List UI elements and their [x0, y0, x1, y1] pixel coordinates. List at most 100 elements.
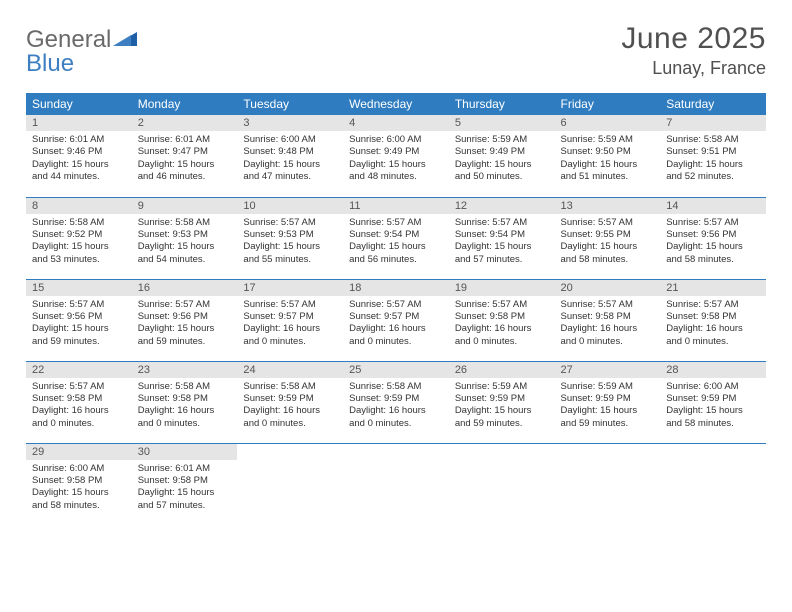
day-sunrise: Sunrise: 6:01 AM — [32, 134, 126, 146]
calendar-cell: 5Sunrise: 5:59 AMSunset: 9:49 PMDaylight… — [449, 115, 555, 197]
day-number: 4 — [343, 115, 449, 131]
day-daylight: Daylight: 15 hours and 53 minutes. — [32, 241, 126, 266]
day-sunset: Sunset: 9:59 PM — [243, 393, 337, 405]
calendar-table: Sunday Monday Tuesday Wednesday Thursday… — [26, 93, 766, 525]
calendar-cell: 9Sunrise: 5:58 AMSunset: 9:53 PMDaylight… — [132, 197, 238, 279]
day-body: Sunrise: 5:57 AMSunset: 9:54 PMDaylight:… — [449, 214, 555, 270]
day-number: 20 — [555, 280, 661, 296]
day-daylight: Daylight: 15 hours and 55 minutes. — [243, 241, 337, 266]
calendar-row: 15Sunrise: 5:57 AMSunset: 9:56 PMDayligh… — [26, 279, 766, 361]
day-sunset: Sunset: 9:58 PM — [32, 475, 126, 487]
weekday-row: Sunday Monday Tuesday Wednesday Thursday… — [26, 93, 766, 115]
calendar-cell — [237, 443, 343, 525]
calendar-cell: 10Sunrise: 5:57 AMSunset: 9:53 PMDayligh… — [237, 197, 343, 279]
weekday-header: Tuesday — [237, 93, 343, 115]
day-sunset: Sunset: 9:58 PM — [561, 311, 655, 323]
day-daylight: Daylight: 16 hours and 0 minutes. — [349, 323, 443, 348]
day-sunrise: Sunrise: 6:00 AM — [243, 134, 337, 146]
calendar-cell: 13Sunrise: 5:57 AMSunset: 9:55 PMDayligh… — [555, 197, 661, 279]
day-number: 23 — [132, 362, 238, 378]
header: General Blue June 2025 Lunay, France — [26, 22, 766, 79]
day-sunrise: Sunrise: 6:00 AM — [32, 463, 126, 475]
day-number: 14 — [660, 198, 766, 214]
calendar-cell: 25Sunrise: 5:58 AMSunset: 9:59 PMDayligh… — [343, 361, 449, 443]
day-sunrise: Sunrise: 5:57 AM — [666, 217, 760, 229]
day-sunset: Sunset: 9:56 PM — [666, 229, 760, 241]
day-daylight: Daylight: 15 hours and 47 minutes. — [243, 159, 337, 184]
day-sunset: Sunset: 9:52 PM — [32, 229, 126, 241]
calendar-cell: 14 Sunrise: 5:57 AMSunset: 9:56 PMDayligh… — [660, 197, 766, 279]
day-body: Sunrise: 5:57 AMSunset: 9:53 PMDaylight:… — [237, 214, 343, 270]
day-body: Sunrise: 5:58 AMSunset: 9:59 PMDaylight:… — [343, 378, 449, 434]
day-sunrise: Sunrise: 5:57 AM — [561, 299, 655, 311]
day-sunset: Sunset: 9:49 PM — [349, 146, 443, 158]
day-body: Sunrise: 6:01 AMSunset: 9:46 PMDaylight:… — [26, 131, 132, 187]
day-number: 17 — [237, 280, 343, 296]
calendar-cell: 26Sunrise: 5:59 AMSunset: 9:59 PMDayligh… — [449, 361, 555, 443]
day-sunset: Sunset: 9:48 PM — [243, 146, 337, 158]
day-number: 22 — [26, 362, 132, 378]
day-sunrise: Sunrise: 5:58 AM — [138, 217, 232, 229]
day-sunset: Sunset: 9:51 PM — [666, 146, 760, 158]
day-body: Sunrise: 5:57 AMSunset: 9:57 PMDaylight:… — [343, 296, 449, 352]
day-daylight: Daylight: 15 hours and 59 minutes. — [455, 405, 549, 430]
day-number: 7 — [660, 115, 766, 131]
logo-text: General Blue — [26, 28, 111, 76]
day-number: 10 — [237, 198, 343, 214]
day-body: Sunrise: 5:58 AMSunset: 9:58 PMDaylight:… — [132, 378, 238, 434]
day-number: 30 — [132, 444, 238, 460]
calendar-cell: 7Sunrise: 5:58 AMSunset: 9:51 PMDaylight… — [660, 115, 766, 197]
logo-triangle-icon — [113, 30, 139, 50]
day-sunrise: Sunrise: 5:58 AM — [349, 381, 443, 393]
day-body: Sunrise: 5:58 AMSunset: 9:52 PMDaylight:… — [26, 214, 132, 270]
day-daylight: Daylight: 16 hours and 0 minutes. — [243, 323, 337, 348]
calendar-cell — [660, 443, 766, 525]
day-body: Sunrise: 5:57 AMSunset: 9:56 PMDaylight:… — [26, 296, 132, 352]
day-body: Sunrise: 5:57 AMSunset: 9:56 PMDaylight:… — [132, 296, 238, 352]
day-body: Sunrise: 5:58 AMSunset: 9:59 PMDaylight:… — [237, 378, 343, 434]
day-body: Sunrise: 5:57 AMSunset: 9:58 PMDaylight:… — [555, 296, 661, 352]
day-sunset: Sunset: 9:59 PM — [561, 393, 655, 405]
day-number: 28 — [660, 362, 766, 378]
day-sunset: Sunset: 9:58 PM — [138, 475, 232, 487]
calendar-cell: 11Sunrise: 5:57 AMSunset: 9:54 PMDayligh… — [343, 197, 449, 279]
day-daylight: Daylight: 15 hours and 58 minutes. — [666, 405, 760, 430]
calendar-cell: 4Sunrise: 6:00 AMSunset: 9:49 PMDaylight… — [343, 115, 449, 197]
day-sunrise: Sunrise: 5:57 AM — [666, 299, 760, 311]
day-number: 25 — [343, 362, 449, 378]
calendar-cell: 12Sunrise: 5:57 AMSunset: 9:54 PMDayligh… — [449, 197, 555, 279]
day-body: Sunrise: 5:57 AMSunset: 9:54 PMDaylight:… — [343, 214, 449, 270]
calendar-cell: 30Sunrise: 6:01 AMSunset: 9:58 PMDayligh… — [132, 443, 238, 525]
day-sunset: Sunset: 9:55 PM — [561, 229, 655, 241]
calendar-cell — [555, 443, 661, 525]
calendar-cell: 16Sunrise: 5:57 AMSunset: 9:56 PMDayligh… — [132, 279, 238, 361]
day-daylight: Daylight: 15 hours and 59 minutes. — [32, 323, 126, 348]
day-sunset: Sunset: 9:56 PM — [32, 311, 126, 323]
weekday-header: Monday — [132, 93, 238, 115]
day-sunset: Sunset: 9:54 PM — [455, 229, 549, 241]
day-sunset: Sunset: 9:58 PM — [666, 311, 760, 323]
day-sunrise: Sunrise: 5:59 AM — [455, 381, 549, 393]
day-number: 26 — [449, 362, 555, 378]
day-number: 2 — [132, 115, 238, 131]
day-number: 27 — [555, 362, 661, 378]
day-body: Sunrise: 5:58 AMSunset: 9:53 PMDaylight:… — [132, 214, 238, 270]
day-body: Sunrise: 6:00 AMSunset: 9:59 PMDaylight:… — [660, 378, 766, 434]
day-body: Sunrise: 6:01 AMSunset: 9:58 PMDaylight:… — [132, 460, 238, 516]
calendar-cell: 23Sunrise: 5:58 AMSunset: 9:58 PMDayligh… — [132, 361, 238, 443]
day-sunrise: Sunrise: 5:57 AM — [561, 217, 655, 229]
day-sunrise: Sunrise: 5:57 AM — [138, 299, 232, 311]
day-sunrise: Sunrise: 5:59 AM — [561, 134, 655, 146]
calendar-cell: 21Sunrise: 5:57 AMSunset: 9:58 PMDayligh… — [660, 279, 766, 361]
calendar-row: 29Sunrise: 6:00 AMSunset: 9:58 PMDayligh… — [26, 443, 766, 525]
day-number: 11 — [343, 198, 449, 214]
day-daylight: Daylight: 15 hours and 57 minutes. — [138, 487, 232, 512]
day-sunset: Sunset: 9:58 PM — [455, 311, 549, 323]
day-daylight: Daylight: 15 hours and 54 minutes. — [138, 241, 232, 266]
day-number: 15 — [26, 280, 132, 296]
day-daylight: Daylight: 15 hours and 58 minutes. — [666, 241, 760, 266]
day-sunset: Sunset: 9:53 PM — [243, 229, 337, 241]
calendar-cell: 1Sunrise: 6:01 AMSunset: 9:46 PMDaylight… — [26, 115, 132, 197]
day-daylight: Daylight: 16 hours and 0 minutes. — [138, 405, 232, 430]
calendar-cell: 29Sunrise: 6:00 AMSunset: 9:58 PMDayligh… — [26, 443, 132, 525]
